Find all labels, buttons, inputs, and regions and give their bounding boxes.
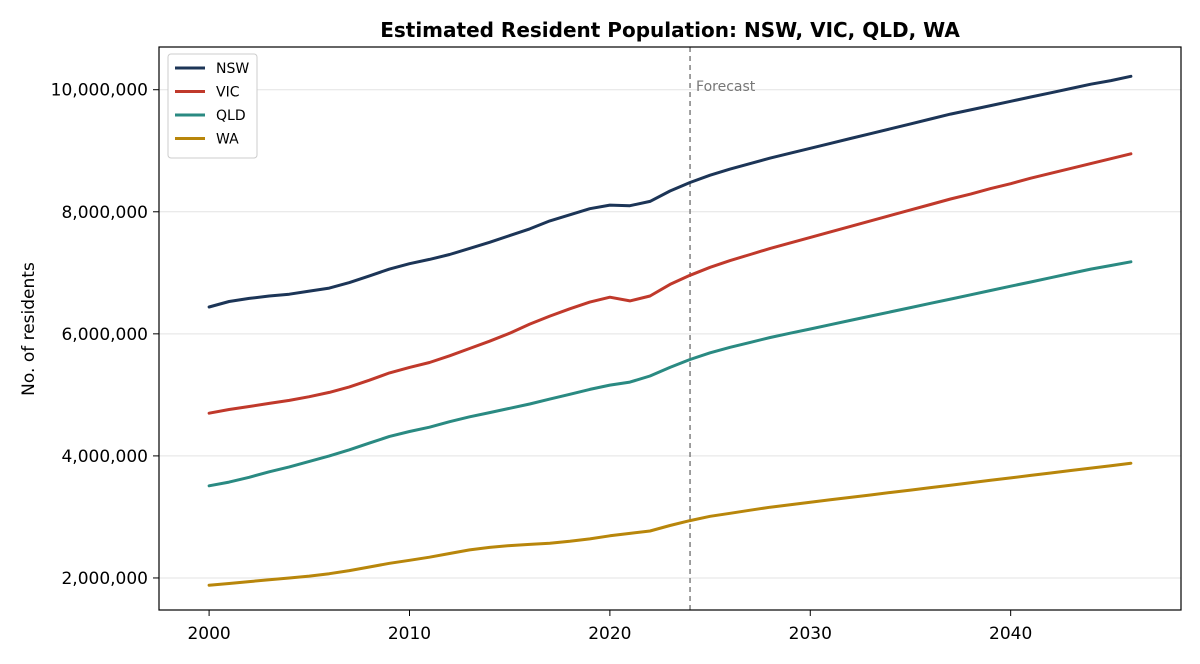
series-line-qld <box>207 260 1133 488</box>
forecast-label: Forecast <box>696 79 756 95</box>
series-lines <box>207 74 1133 587</box>
plot-area-frame <box>158 46 1182 611</box>
legend-box <box>167 53 258 159</box>
y-tick-label: 6,000,000 <box>61 325 148 345</box>
y-tick-label: 10,000,000 <box>51 81 148 101</box>
legend: NSW VIC QLD WA <box>167 53 258 159</box>
y-tick-label: 2,000,000 <box>61 569 148 589</box>
x-tick-label: 2010 <box>388 624 431 644</box>
series-line-vic <box>207 152 1133 415</box>
y-axis: 2,000,000 4,000,000 6,000,000 8,000,000 10,0… <box>51 81 159 589</box>
x-tick-label: 2020 <box>588 624 631 644</box>
y-tick-label: 8,000,000 <box>61 203 148 223</box>
x-tick-label: 2040 <box>989 624 1032 644</box>
forecast-marker: Forecast <box>689 47 756 610</box>
x-tick-label: 2000 <box>187 624 230 644</box>
gridlines <box>159 89 1181 579</box>
x-axis: 2000 2010 2020 2030 2040 <box>187 610 1032 644</box>
chart-title: Estimated Resident Population: NSW, VIC,… <box>380 18 960 42</box>
legend-label-nsw: NSW <box>216 61 249 77</box>
series-line-nsw <box>207 74 1133 309</box>
y-tick-label: 4,000,000 <box>61 447 148 467</box>
legend-label-qld: QLD <box>216 108 246 124</box>
legend-label-vic: VIC <box>216 85 240 101</box>
legend-label-wa: WA <box>216 132 239 148</box>
x-tick-label: 2030 <box>789 624 832 644</box>
series-line-wa <box>207 461 1133 587</box>
y-axis-label: No. of residents <box>19 262 39 396</box>
